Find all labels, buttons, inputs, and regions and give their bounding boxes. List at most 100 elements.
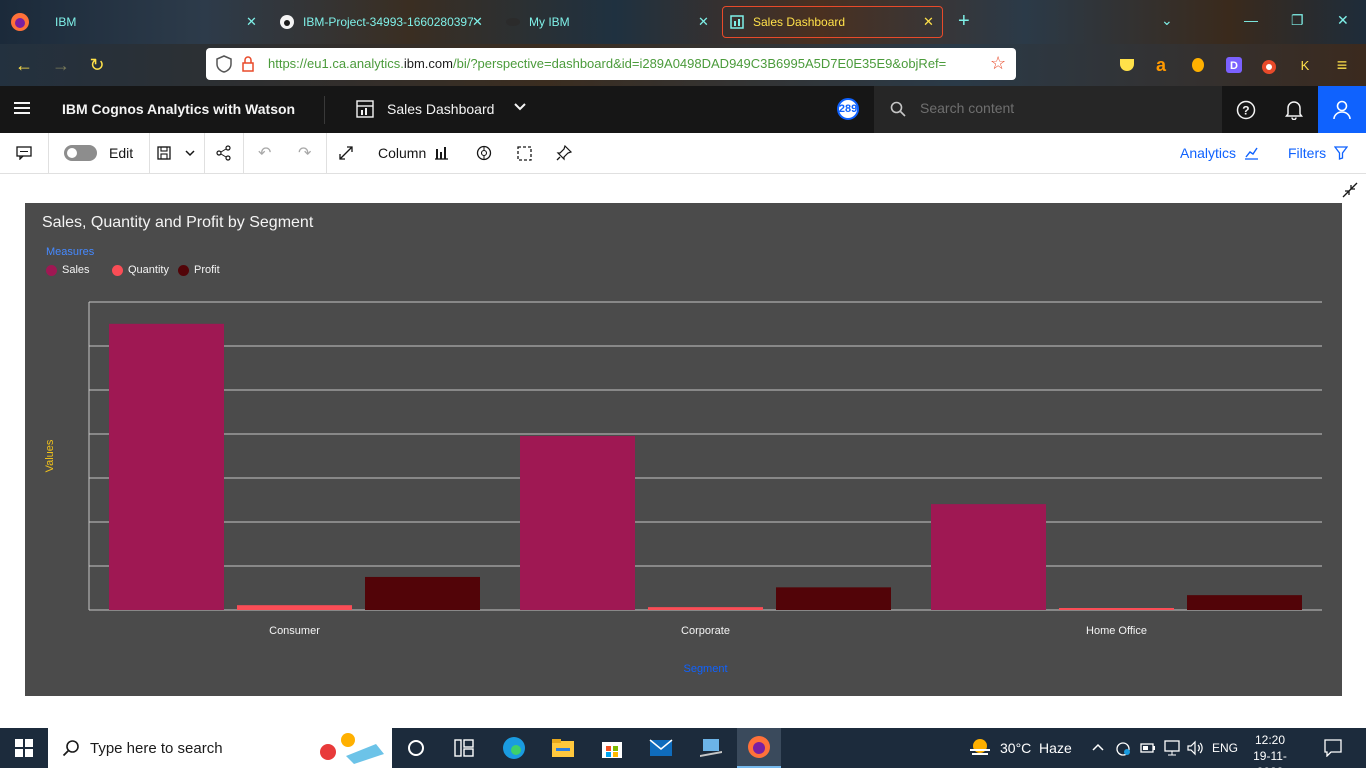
d-extension-icon[interactable]: D — [1223, 54, 1245, 76]
volume-icon[interactable] — [1187, 740, 1205, 761]
user-avatar[interactable] — [1318, 86, 1366, 133]
bar-quantity[interactable] — [648, 607, 763, 610]
hamburger-menu-icon[interactable]: ≡ — [1336, 54, 1348, 75]
edit-label: Edit — [109, 145, 134, 161]
task-view-icon[interactable] — [450, 734, 478, 762]
bar-quantity[interactable] — [1059, 608, 1174, 610]
redo-icon[interactable]: ↷ — [298, 145, 312, 162]
chart-widget[interactable]: Sales, Quantity and Profit by Segment Me… — [25, 203, 1342, 696]
weather-widget[interactable]: 30°C Haze — [968, 737, 1072, 759]
close-icon[interactable]: ✕ — [698, 14, 709, 29]
language-indicator[interactable]: ENG — [1212, 741, 1239, 755]
notifications-icon[interactable] — [1324, 739, 1342, 762]
save-options-chevron-icon[interactable] — [184, 143, 196, 163]
close-icon[interactable]: ✕ — [472, 14, 483, 29]
expand-icon[interactable] — [338, 143, 354, 163]
lock-icon[interactable] — [242, 56, 254, 77]
chevron-up-icon[interactable] — [1091, 740, 1105, 759]
x-tick-label: Consumer — [269, 625, 320, 637]
address-bar[interactable]: https://eu1.ca.analytics.ibm.com/bi/?per… — [206, 48, 1016, 80]
chart-title: Sales, Quantity and Profit by Segment — [42, 214, 314, 231]
window-close-icon[interactable]: ✕ — [1337, 12, 1349, 28]
mail-icon[interactable] — [647, 734, 675, 762]
microsoft-store-icon[interactable] — [598, 734, 626, 762]
collapse-icon[interactable] — [1342, 182, 1358, 203]
tab-sales-dashboard[interactable]: Sales Dashboard ✕ — [722, 6, 943, 38]
help-icon[interactable]: ? — [1236, 100, 1256, 125]
side-menu-icon[interactable] — [14, 101, 30, 120]
tab-label: My IBM — [529, 15, 570, 29]
legend-swatch — [178, 264, 189, 276]
new-tab-icon[interactable]: + — [958, 10, 970, 32]
y-axis-title: Values — [44, 439, 56, 472]
share-icon[interactable] — [216, 143, 232, 163]
visualization-type-button[interactable]: Column — [378, 143, 449, 163]
edge-browser-icon[interactable] — [500, 734, 528, 762]
network-icon[interactable] — [1114, 740, 1132, 761]
toolbar-divider — [48, 133, 49, 173]
reload-icon[interactable]: ↻ — [89, 54, 105, 75]
notification-bell-icon[interactable] — [1285, 100, 1303, 125]
back-arrow-icon[interactable]: ← — [15, 54, 33, 75]
pocket-icon[interactable] — [1116, 54, 1138, 76]
windows-start-icon[interactable] — [10, 734, 38, 762]
display-icon[interactable] — [1164, 740, 1180, 761]
legend-item-profit[interactable]: Profit — [178, 264, 220, 276]
minimize-icon[interactable]: — — [1244, 12, 1258, 28]
search-bar[interactable] — [874, 86, 1222, 133]
laptop-app-icon[interactable] — [697, 734, 725, 762]
pin-icon[interactable] — [556, 143, 572, 163]
notification-count-badge[interactable]: 289 — [837, 98, 859, 120]
tab-my-ibm[interactable]: My IBM ✕ — [505, 6, 715, 38]
close-icon[interactable]: ✕ — [246, 14, 257, 29]
close-icon[interactable]: ✕ — [923, 14, 934, 29]
bar-sales[interactable] — [931, 504, 1046, 610]
shield-icon[interactable] — [216, 55, 232, 78]
bar-profit[interactable] — [776, 587, 891, 610]
cortana-icon[interactable] — [402, 734, 430, 762]
search-highlight-icon — [316, 730, 388, 771]
edit-toggle-switch[interactable] — [64, 145, 97, 161]
desc-extension-icon[interactable] — [1258, 54, 1280, 76]
clock-date: 19-11-2022 — [1253, 749, 1287, 779]
bar-profit[interactable] — [365, 576, 480, 610]
github-icon — [279, 14, 295, 30]
taskbar-search-box[interactable]: Type here to search — [48, 728, 392, 768]
tab-ibm[interactable]: IBM ✕ — [55, 6, 265, 38]
toolbar-divider — [326, 133, 327, 173]
dashboard-title: Sales Dashboard — [387, 101, 495, 117]
comment-icon[interactable] — [16, 143, 32, 163]
firefox-taskbar-button[interactable] — [737, 728, 781, 768]
extension-orb-icon[interactable] — [1187, 54, 1209, 76]
firefox-logo-icon[interactable] — [9, 11, 31, 33]
dashboard-icon — [729, 14, 745, 30]
forward-arrow-icon[interactable]: → — [52, 54, 70, 75]
chevron-down-icon[interactable] — [513, 100, 527, 119]
save-icon[interactable] — [157, 143, 171, 163]
tab-github-project[interactable]: IBM-Project-34993-1660280397 ✕ — [279, 6, 489, 38]
legend-item-sales[interactable]: Sales — [46, 264, 90, 276]
bar-profit[interactable] — [1187, 595, 1302, 610]
tab-list-chevron-icon[interactable]: ⌄ — [1161, 12, 1173, 28]
bookmark-star-icon[interactable]: ☆ — [990, 53, 1007, 73]
clock[interactable]: 12:20 19-11-2022 — [1244, 732, 1296, 780]
undo-icon[interactable]: ↶ — [258, 145, 272, 162]
file-explorer-icon[interactable] — [549, 734, 577, 762]
color-palette-icon[interactable] — [476, 143, 492, 163]
filters-button[interactable]: Filters — [1288, 143, 1349, 163]
bar-sales[interactable] — [109, 323, 224, 610]
analytics-button[interactable]: Analytics — [1180, 143, 1259, 163]
x-axis-title: Segment — [683, 663, 727, 675]
focus-select-icon[interactable] — [517, 143, 532, 163]
edit-toggle[interactable]: Edit — [64, 143, 133, 163]
bar-sales[interactable] — [520, 436, 635, 610]
legend-item-quantity[interactable]: Quantity — [112, 264, 169, 276]
analytics-label: Analytics — [1180, 145, 1237, 161]
restore-icon[interactable]: ❐ — [1291, 12, 1304, 28]
chart-plot[interactable]: Consumer Corporate Home Office Segment Value… — [25, 203, 1342, 696]
search-input[interactable] — [920, 100, 1210, 116]
k-extension-icon[interactable]: K — [1300, 57, 1310, 73]
amazon-extension-icon[interactable]: a — [1155, 54, 1166, 75]
bar-quantity[interactable] — [237, 605, 352, 610]
battery-icon[interactable] — [1140, 741, 1156, 759]
